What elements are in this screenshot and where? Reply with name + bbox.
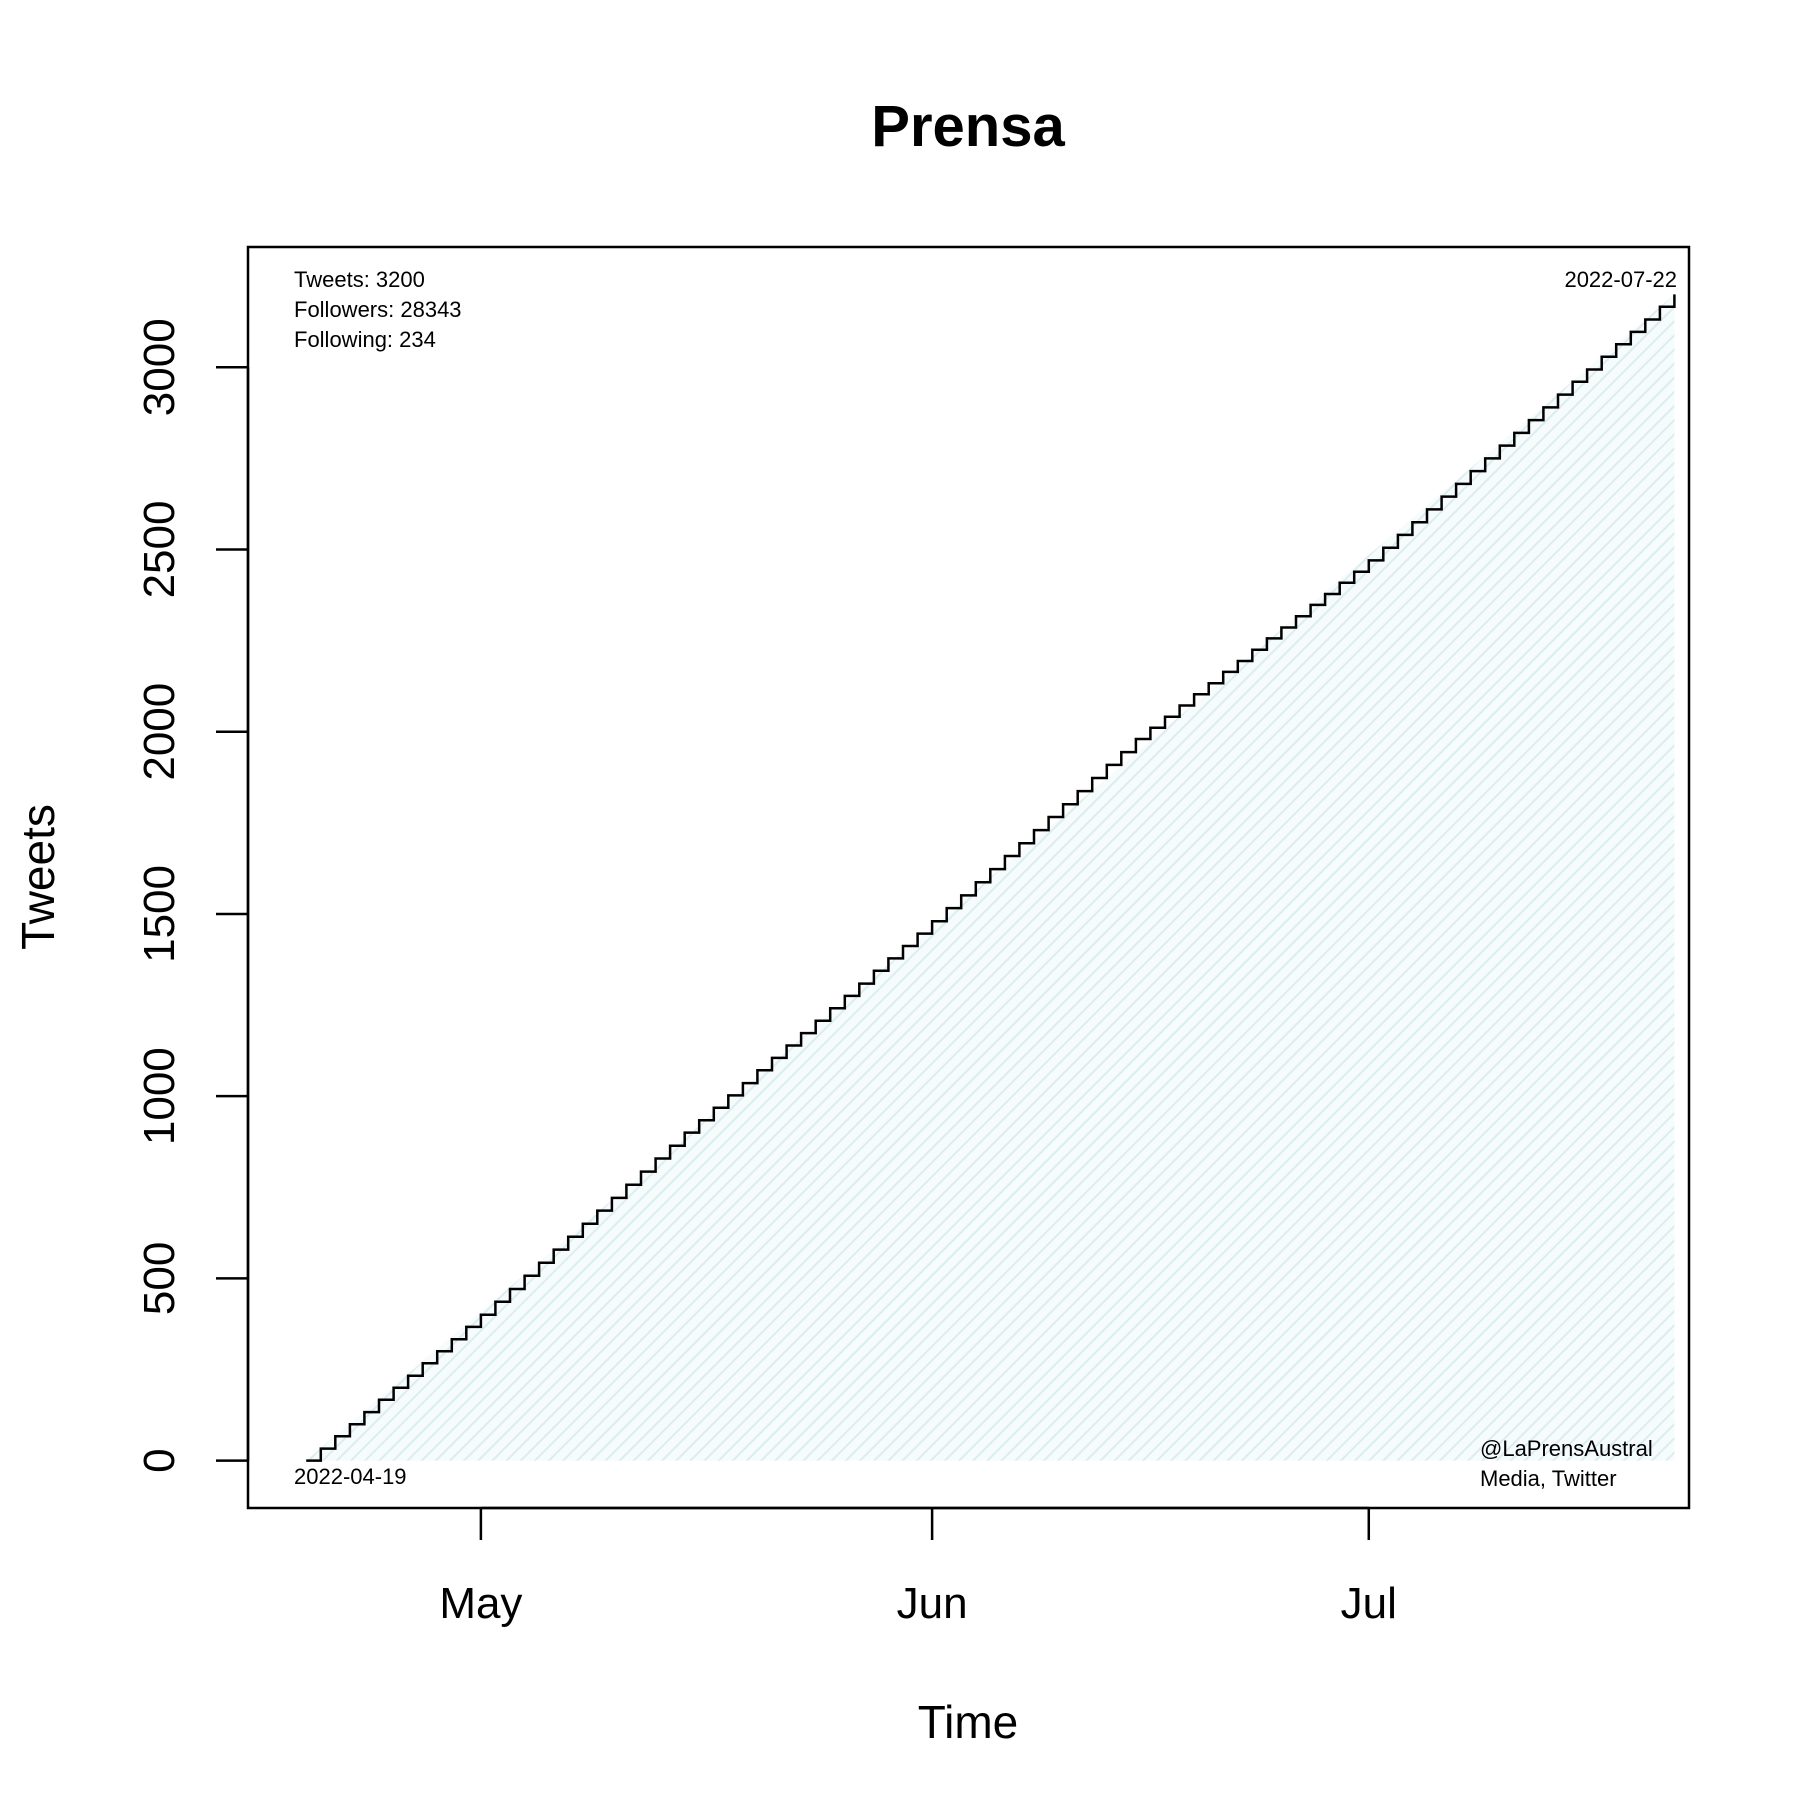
x-tick-label: May bbox=[439, 1579, 522, 1628]
x-tick-label: Jul bbox=[1341, 1579, 1397, 1628]
source-label: Media, Twitter bbox=[1480, 1466, 1617, 1491]
y-axis: 0 500 1000 1500 2000 2500 3000 bbox=[135, 318, 250, 1473]
tweets-count-label: Tweets: 3200 bbox=[294, 267, 425, 292]
account-stats: Tweets: 3200 Followers: 28343 Following:… bbox=[294, 267, 462, 352]
following-count-label: Following: 234 bbox=[294, 327, 436, 352]
end-date-label: 2022-07-22 bbox=[1564, 267, 1677, 292]
y-axis-label: Tweets bbox=[12, 804, 64, 950]
account-handle-label: @LaPrensAustral bbox=[1480, 1436, 1653, 1461]
source-credit: @LaPrensAustral Media, Twitter bbox=[1480, 1436, 1653, 1491]
y-tick-label: 2500 bbox=[135, 501, 184, 599]
x-axis-label: Time bbox=[918, 1696, 1019, 1748]
y-tick-label: 1000 bbox=[135, 1047, 184, 1145]
y-tick-label: 3000 bbox=[135, 318, 184, 416]
start-date-label: 2022-04-19 bbox=[294, 1464, 407, 1489]
y-tick-label: 2000 bbox=[135, 683, 184, 781]
x-axis: May Jun Jul bbox=[439, 1506, 1397, 1628]
plot-area bbox=[306, 294, 1676, 1462]
followers-count-label: Followers: 28343 bbox=[294, 297, 462, 322]
y-tick-label: 1500 bbox=[135, 865, 184, 963]
chart-title: Prensa bbox=[871, 94, 1065, 159]
y-tick-label: 0 bbox=[135, 1448, 184, 1472]
x-tick-label: Jun bbox=[897, 1579, 968, 1628]
y-tick-label: 500 bbox=[135, 1242, 184, 1315]
cumulative-tweets-line bbox=[306, 294, 1676, 1462]
